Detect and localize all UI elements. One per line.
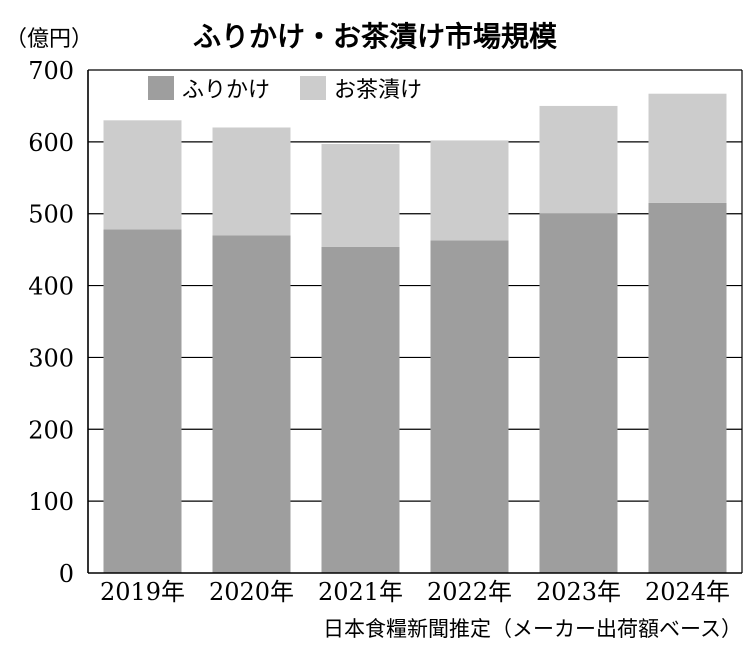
bar-furikake-3 bbox=[430, 240, 509, 573]
bar-furikake-1 bbox=[212, 235, 291, 573]
bars bbox=[103, 93, 727, 574]
bar-furikake-4 bbox=[539, 213, 618, 573]
bar-ochazuke-2 bbox=[321, 144, 400, 247]
axes bbox=[87, 70, 743, 574]
legend-swatch-furikake bbox=[148, 76, 174, 100]
x-tick-label: 2024年 bbox=[645, 578, 730, 606]
x-tick-labels: 2019年 2020年 2021年 2022年 2023年 2024年 bbox=[100, 578, 730, 606]
y-tick-label: 500 bbox=[28, 201, 74, 229]
y-tick-label: 100 bbox=[28, 488, 74, 516]
bar-furikake-0 bbox=[103, 229, 182, 573]
y-tick-label: 200 bbox=[28, 416, 74, 444]
y-tick-label: 300 bbox=[28, 344, 74, 372]
x-tick-label: 2022年 bbox=[427, 578, 512, 606]
y-tick-labels: 0 100 200 300 400 500 600 700 bbox=[28, 57, 74, 588]
chart-title: ふりかけ・お茶漬け市場規模 bbox=[193, 20, 558, 53]
y-tick-label: 0 bbox=[59, 560, 74, 588]
x-tick-label: 2020年 bbox=[209, 578, 294, 606]
bar-ochazuke-0 bbox=[103, 120, 182, 230]
y-tick-label: 600 bbox=[28, 129, 74, 157]
bar-furikake-5 bbox=[648, 202, 727, 573]
bar-furikake-2 bbox=[321, 246, 400, 574]
y-tick-label: 700 bbox=[28, 57, 74, 85]
legend-label-ochazuke: お茶漬け bbox=[334, 78, 422, 103]
bar-ochazuke-1 bbox=[212, 127, 291, 236]
x-tick-label: 2021年 bbox=[318, 578, 403, 606]
bar-ochazuke-5 bbox=[648, 93, 727, 203]
y-axis-unit-label: （億円） bbox=[5, 27, 93, 52]
bar-ochazuke-4 bbox=[539, 105, 618, 214]
gridlines bbox=[88, 69, 742, 502]
legend: ふりかけ お茶漬け bbox=[148, 76, 422, 103]
x-tick-label: 2023年 bbox=[536, 578, 621, 606]
x-tick-label: 2019年 bbox=[100, 578, 185, 606]
source-note: 日本食糧新聞推定（メーカー出荷額ベース） bbox=[323, 617, 742, 641]
legend-swatch-ochazuke bbox=[300, 76, 326, 100]
y-tick-label: 400 bbox=[28, 273, 74, 301]
bar-ochazuke-3 bbox=[430, 140, 509, 241]
legend-label-furikake: ふりかけ bbox=[182, 78, 270, 103]
